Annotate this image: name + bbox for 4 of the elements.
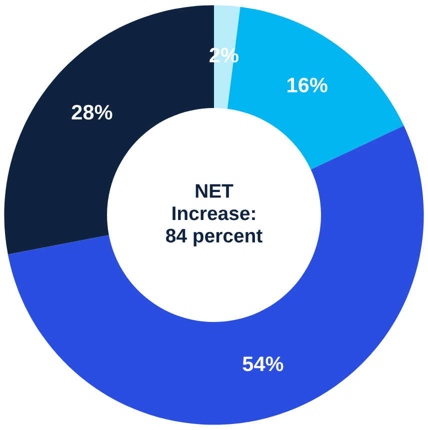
data-label: 28%: [72, 104, 112, 120]
text: NET Increase: 84 percent: [166, 184, 262, 246]
data-label: 54%: [242, 356, 284, 372]
data-label: 16%: [288, 78, 328, 92]
